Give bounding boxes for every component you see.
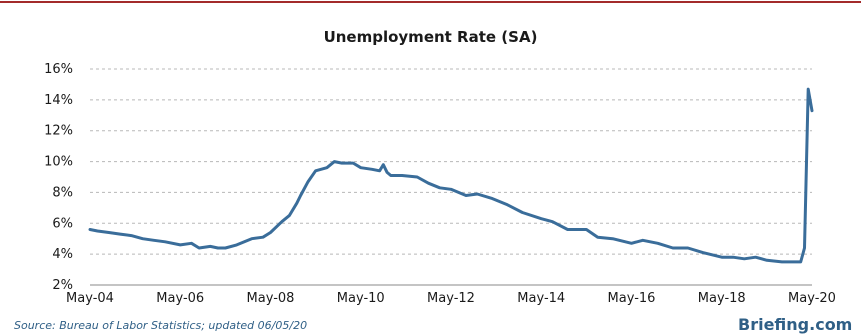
data-point (378, 170, 381, 172)
data-point (811, 109, 813, 112)
data-point (281, 220, 283, 223)
brand-logo: Briefing.com (738, 315, 853, 334)
y-tick-label: 2% (52, 278, 73, 293)
data-point (702, 251, 704, 254)
data-point (585, 228, 588, 231)
data-point (792, 261, 794, 263)
data-point (687, 247, 689, 249)
data-point (551, 220, 554, 223)
data-point (141, 237, 144, 240)
data-point (360, 166, 362, 169)
data-point (657, 242, 659, 245)
data-point (781, 261, 783, 263)
data-point (209, 245, 212, 248)
data-point (235, 244, 238, 246)
data-point (566, 228, 569, 231)
data-point (326, 166, 328, 169)
y-tick-label: 8% (52, 185, 73, 200)
data-point (333, 160, 336, 163)
data-point (754, 256, 757, 259)
data-point (521, 211, 524, 214)
data-point (296, 202, 298, 204)
y-axis-ticks: 2% 4% 6% 8% 10% 12% 14% 16% (44, 62, 73, 293)
data-point (153, 239, 155, 242)
gridlines (90, 68, 812, 286)
x-tick-label: May-04 (66, 291, 114, 306)
data-point (190, 242, 193, 245)
data-point (371, 168, 373, 171)
data-point (450, 188, 452, 191)
data-point (224, 247, 227, 249)
data-point (807, 88, 809, 90)
data-point (476, 193, 479, 195)
data-point (130, 234, 133, 237)
y-tick-label: 4% (52, 247, 73, 262)
data-point (307, 180, 309, 183)
data-point (250, 237, 253, 240)
data-point (799, 261, 802, 263)
data-point (401, 174, 403, 177)
data-point (721, 256, 723, 259)
series-line-unemployment-rate (88, 87, 814, 264)
y-tick-label: 16% (44, 62, 73, 77)
x-tick-label: May-08 (247, 291, 295, 306)
data-point (438, 187, 441, 189)
source-note: Source: Bureau of Labor Statistics; upda… (14, 319, 308, 332)
x-tick-label: May-12 (427, 291, 475, 306)
x-tick-label: May-16 (608, 291, 656, 306)
data-point (352, 162, 355, 164)
frame-top-rule (0, 1, 861, 3)
data-point (427, 182, 430, 184)
data-point (262, 236, 264, 238)
data-point (179, 244, 182, 246)
data-point (642, 239, 644, 242)
data-point (164, 241, 166, 243)
data-point (390, 174, 392, 177)
data-point (630, 242, 633, 245)
x-tick-label: May-14 (517, 291, 565, 306)
y-tick-label: 10% (44, 155, 73, 170)
data-point (96, 230, 99, 232)
data-point (743, 258, 746, 260)
data-point (119, 233, 121, 235)
data-point (341, 162, 343, 164)
data-point (299, 194, 302, 197)
data-point (108, 231, 110, 234)
data-point (803, 247, 806, 249)
x-axis-ticks: May-04 May-06 May-08 May-10 May-12 May-14 May-… (66, 291, 836, 306)
data-point (314, 170, 317, 172)
data-point (611, 237, 614, 240)
chart-title: Unemployment Rate (SA) (323, 28, 538, 46)
data-point (506, 204, 509, 206)
y-tick-label: 12% (44, 124, 73, 139)
data-point (732, 256, 734, 259)
data-point (89, 228, 91, 231)
data-point (766, 259, 768, 262)
data-point (288, 214, 291, 217)
y-tick-label: 14% (44, 93, 73, 108)
data-point (386, 171, 388, 174)
data-point (382, 163, 385, 166)
data-point (217, 247, 219, 249)
x-tick-label: May-10 (337, 291, 385, 306)
data-point (465, 194, 467, 197)
data-point (416, 176, 419, 178)
x-tick-label: May-18 (698, 291, 746, 306)
data-point (596, 236, 599, 238)
data-point (672, 247, 674, 249)
x-tick-label: May-06 (156, 291, 204, 306)
data-point (198, 247, 200, 249)
x-tick-label: May-20 (788, 291, 836, 306)
data-point (269, 231, 272, 234)
data-point (540, 217, 543, 220)
series-layer (88, 87, 814, 264)
data-point (491, 197, 494, 200)
y-tick-label: 6% (52, 216, 73, 231)
